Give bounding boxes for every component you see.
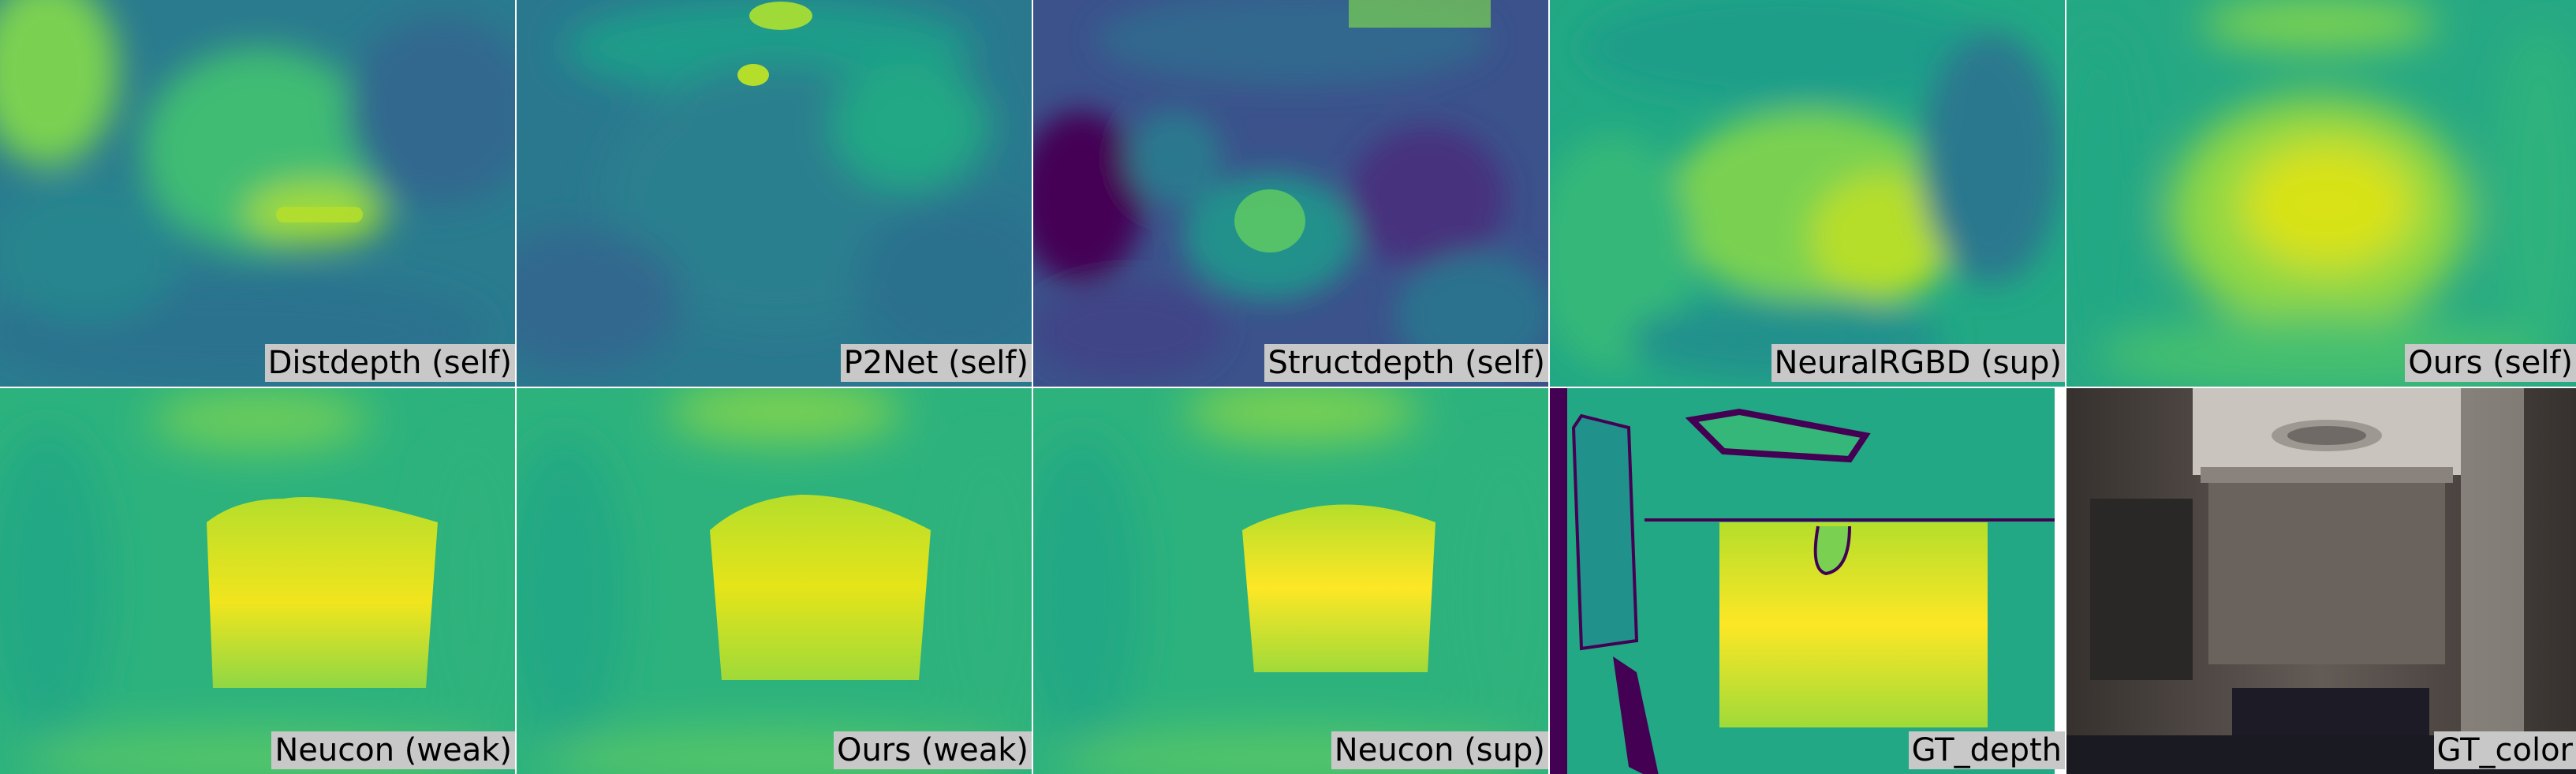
- neuralrgbd-depth-map: [1550, 0, 2065, 387]
- ours-self-depth-map: [2066, 0, 2576, 387]
- panel-p2net: P2Net (self): [517, 0, 1032, 387]
- panel-ours-self: Ours (self): [2066, 0, 2576, 387]
- panel-label: GT_depth: [1908, 731, 2065, 769]
- panel-label: Structdepth (self): [1264, 344, 1548, 382]
- panel-label: Distdepth (self): [264, 344, 515, 382]
- gt-color-photo: [2066, 388, 2576, 774]
- panel-neucon-sup: Neucon (sup): [1033, 388, 1548, 774]
- panel-gt-depth: GT_depth: [1550, 388, 2065, 774]
- panel-label: P2Net (self): [840, 344, 1032, 382]
- p2net-depth-map: [517, 0, 1032, 387]
- ours-weak-depth-map: [517, 388, 1032, 774]
- gt-depth-map: [1550, 388, 2065, 774]
- panel-label: GT_color: [2433, 731, 2576, 769]
- panel-gt-color: GT_color: [2066, 388, 2576, 774]
- panel-label: Neucon (weak): [271, 731, 515, 769]
- structdepth-depth-map: [1033, 0, 1548, 387]
- panel-neucon-weak: Neucon (weak): [0, 388, 515, 774]
- neucon-weak-depth-map: [0, 388, 515, 774]
- panel-label: NeuralRGBD (sup): [1771, 344, 2065, 382]
- distdepth-depth-map: [0, 0, 515, 387]
- panel-label: Neucon (sup): [1331, 731, 1548, 769]
- panel-ours-weak: Ours (weak): [517, 388, 1032, 774]
- panel-structdepth: Structdepth (self): [1033, 0, 1548, 387]
- panel-label: Ours (self): [2405, 344, 2576, 382]
- neucon-sup-depth-map: [1033, 388, 1548, 774]
- panel-distdepth: Distdepth (self): [0, 0, 515, 387]
- panel-neuralrgbd: NeuralRGBD (sup): [1550, 0, 2065, 387]
- panel-label: Ours (weak): [833, 731, 1032, 769]
